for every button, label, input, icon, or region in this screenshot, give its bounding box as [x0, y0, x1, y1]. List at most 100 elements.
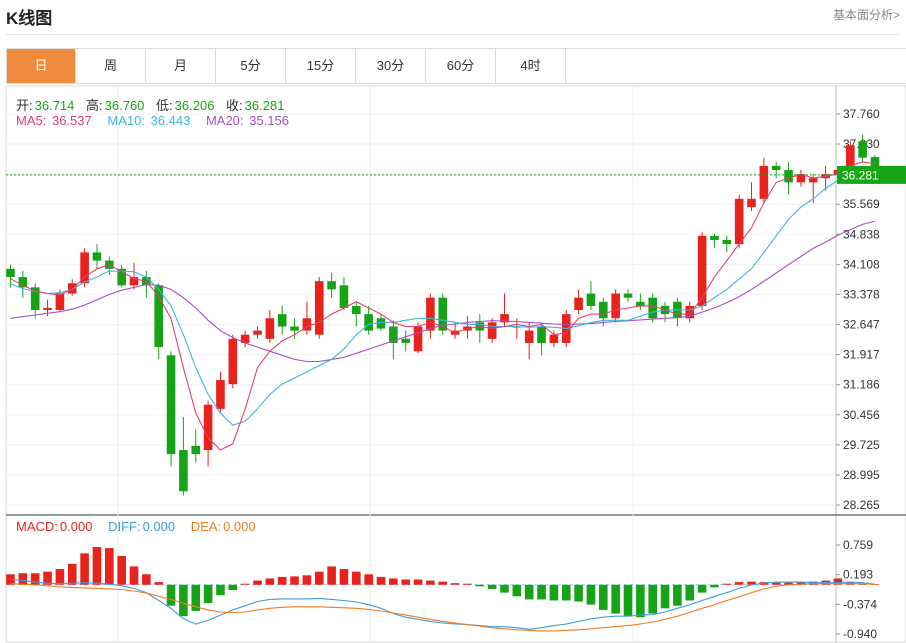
macd-bar: [611, 584, 620, 614]
candle-body: [117, 268, 126, 286]
candle-body: [203, 404, 213, 451]
open-label: 开:: [16, 98, 33, 113]
ma-readout: MA5: 36.537 MA10: 36.443 MA20: 35.156: [16, 113, 291, 128]
tab-60min[interactable]: 60分: [426, 49, 496, 83]
close-label: 收:: [226, 98, 243, 113]
open-value: 36.714: [34, 98, 75, 113]
tab-week[interactable]: 周: [76, 49, 146, 83]
price-tick-label: 34.838: [843, 227, 880, 241]
candle-body: [426, 297, 435, 331]
macd-bar: [92, 547, 102, 585]
candle-body: [611, 293, 620, 319]
macd-bar: [166, 584, 176, 606]
candle-body: [524, 330, 534, 343]
dea-label: DEA:: [190, 519, 222, 534]
macd-readout: MACD: 0.000 DIFF: 0.000 DEA: 0.000: [16, 519, 258, 534]
macd-bar: [240, 583, 250, 585]
macd-bar: [191, 584, 201, 611]
current-price-tag: [837, 165, 906, 184]
candle-body: [352, 305, 361, 315]
current-price-label: 36.281: [842, 168, 879, 182]
candle-body: [277, 314, 287, 327]
candle-body: [846, 145, 855, 175]
macd-tick-label: 0.759: [843, 538, 873, 552]
high-label: 高:: [86, 98, 103, 113]
macd-bar: [722, 583, 732, 585]
price-tick-label: 32.647: [843, 318, 880, 332]
tab-15min[interactable]: 15分: [286, 49, 356, 83]
candle-body: [685, 305, 695, 319]
candle-body: [339, 285, 349, 308]
candle-body: [784, 170, 793, 183]
page-title: K线图: [6, 9, 53, 28]
macd-bar: [450, 583, 460, 585]
tab-4hour[interactable]: 4时: [496, 49, 566, 83]
macd-bar: [734, 582, 744, 585]
macd-bar: [586, 584, 596, 605]
candle-body: [6, 268, 15, 278]
fundamental-analysis-link[interactable]: 基本面分析>: [832, 8, 900, 22]
macd-bar: [80, 553, 89, 585]
candle-body: [216, 380, 225, 409]
price-tick-label: 35.569: [843, 197, 880, 211]
candle-body: [574, 297, 583, 311]
candle-body: [327, 281, 336, 290]
candle-body: [747, 198, 756, 208]
candle-body: [487, 322, 497, 339]
macd-bar: [216, 584, 225, 596]
macd-tick-label: -0.940: [843, 627, 877, 641]
macd-tick-label: 0.193: [843, 568, 873, 582]
macd-bar: [438, 581, 448, 585]
macd-bar: [623, 584, 633, 617]
macd-bar: [673, 584, 682, 606]
candle-body: [537, 326, 546, 343]
macd-bar: [833, 578, 843, 585]
macd-bar: [747, 581, 756, 585]
tab-month[interactable]: 月: [146, 49, 216, 83]
candle-body: [92, 252, 102, 261]
candle-body: [302, 318, 312, 331]
candle-body: [43, 307, 52, 311]
low-label: 低:: [156, 98, 173, 113]
price-tick-label: 28.995: [843, 468, 880, 482]
macd-bar: [537, 584, 546, 600]
header-divider: [6, 34, 900, 35]
macd-bar: [771, 582, 781, 585]
candle-body: [290, 326, 299, 331]
candle-body: [18, 277, 28, 288]
candle-body: [129, 277, 139, 286]
candle-body: [549, 334, 559, 343]
macd-bar: [574, 584, 583, 602]
macd-bar: [302, 575, 312, 585]
tab-day[interactable]: 日: [6, 49, 76, 83]
tab-30min[interactable]: 30分: [356, 49, 426, 83]
macd-bar: [179, 584, 188, 617]
macd-bar: [710, 584, 719, 588]
candle-body: [438, 297, 448, 331]
macd-bar: [500, 584, 509, 593]
candle-body: [389, 326, 398, 343]
macd-bar: [364, 574, 373, 585]
price-tick-label: 34.108: [843, 257, 880, 271]
dea-value: 0.000: [223, 519, 256, 534]
ma20-value: 35.156: [249, 113, 289, 128]
tab-5min[interactable]: 5分: [216, 49, 286, 83]
candle-body: [734, 198, 744, 245]
candle-body: [179, 450, 188, 492]
period-tabs: 日 周 月 5分 15分 30分 60分 4时: [6, 48, 906, 84]
ohlc-readout: 开: 36.714 高: 36.760 低: 36.206 收: 36.281: [16, 95, 286, 114]
candle-body: [722, 240, 732, 245]
macd-bar: [599, 584, 608, 610]
macd-tick-label: -0.374: [843, 597, 877, 611]
ma5-label: MA5:: [16, 113, 47, 128]
candle-body: [154, 285, 163, 348]
macd-bar: [117, 555, 126, 585]
price-tick-label: 33.378: [843, 287, 880, 301]
macd-bar: [549, 584, 559, 601]
macd-bar: [203, 584, 213, 604]
ma20-line: [10, 220, 876, 363]
macd-bar: [18, 573, 28, 585]
ma20-label: MA20:: [205, 113, 244, 128]
macd-bar: [43, 571, 52, 585]
